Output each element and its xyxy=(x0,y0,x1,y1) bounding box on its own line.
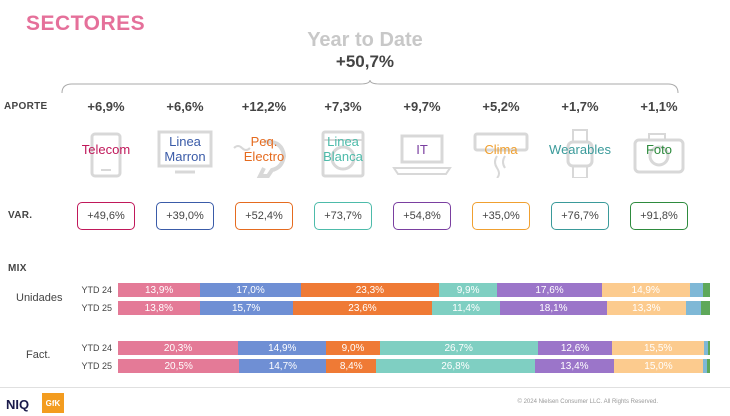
bar-segment-1: 17,0% xyxy=(200,283,301,297)
var-value-2: +52,4% xyxy=(235,202,293,230)
var-value-1: +39,0% xyxy=(156,202,214,230)
var-value-3: +73,7% xyxy=(314,202,372,230)
var-value-4: +54,8% xyxy=(393,202,451,230)
sector-label: Linea Blanca xyxy=(323,134,363,164)
tv-icon xyxy=(157,130,213,174)
stacked-bar-1-1: 20,5% 14,7% 8,4% 26,8% 13,4% 15,0% xyxy=(118,359,710,373)
row-label-0-0: YTD 24 xyxy=(81,285,112,295)
sector-label: Linea Marron xyxy=(164,134,206,164)
aporte-value-4: +9,7% xyxy=(403,99,441,114)
bar-segment-2: 23,6% xyxy=(292,301,433,315)
bar-segment-6 xyxy=(702,359,707,373)
aporte-value-7: +1,1% xyxy=(640,99,678,114)
page-title: SECTORES xyxy=(26,12,146,35)
sector-1: Linea Marron xyxy=(145,128,225,178)
mix-label: MIX xyxy=(8,263,27,274)
aporte-value-0: +6,9% xyxy=(87,99,125,114)
bar-segment-1: 14,9% xyxy=(238,341,327,355)
small-appliance-icon xyxy=(233,139,287,178)
sector-0: Telecom xyxy=(66,128,146,178)
aporte-value-1: +6,6% xyxy=(166,99,204,114)
sector-3: Linea Blanca xyxy=(303,128,383,178)
aporte-value-3: +7,3% xyxy=(324,99,362,114)
var-value-7: +91,8% xyxy=(630,202,688,230)
stacked-bar-0-1: 13,8% 15,7% 23,6% 11,4% 18,1% 13,3% xyxy=(118,301,710,315)
unidades-label: Unidades xyxy=(16,292,63,304)
washing-machine-icon xyxy=(321,130,365,178)
sector-label: Clima xyxy=(484,142,518,157)
stacked-bar-0-0: 13,9% 17,0% 23,3% 9,9% 17,6% 14,9% xyxy=(118,283,710,297)
sector-5: Clima xyxy=(461,128,541,178)
sector-label: Wearables xyxy=(549,142,611,157)
bar-segment-0: 13,8% xyxy=(118,301,200,315)
aporte-label: APORTE xyxy=(4,101,48,112)
bar-segment-0: 20,5% xyxy=(118,359,240,373)
bar-segment-3: 26,8% xyxy=(376,359,535,373)
row-label-1-1: YTD 25 xyxy=(81,361,112,371)
var-value-0: +49,6% xyxy=(77,202,135,230)
bar-segment-5: 14,9% xyxy=(601,283,690,297)
aporte-value-6: +1,7% xyxy=(561,99,599,114)
ytd-title: Year to Date xyxy=(307,29,423,51)
bar-segment-5: 13,3% xyxy=(606,301,686,315)
sector-7: Foto xyxy=(619,128,699,178)
bracket-divider xyxy=(61,80,679,94)
bar-segment-4: 17,6% xyxy=(497,283,602,297)
sector-label: IT xyxy=(416,142,428,157)
stacked-bar-1-0: 20,3% 14,9% 9,0% 26,7% 12,6% 15,5% xyxy=(118,341,710,355)
copyright-text: © 2024 Nielsen Consumer LLC. All Rights … xyxy=(517,399,659,405)
bar-segment-3: 26,7% xyxy=(379,341,538,355)
air-conditioner-icon xyxy=(473,132,529,178)
laptop-icon xyxy=(392,134,452,175)
bar-segment-7 xyxy=(701,301,710,315)
var-value-6: +76,7% xyxy=(551,202,609,230)
bar-segment-4: 18,1% xyxy=(499,301,607,315)
var-label: VAR. xyxy=(8,210,33,221)
bar-segment-4: 13,4% xyxy=(534,359,615,373)
bar-segment-6 xyxy=(689,283,703,297)
bar-segment-1: 14,7% xyxy=(239,359,327,373)
bar-segment-4: 12,6% xyxy=(537,341,613,355)
row-label-0-1: YTD 25 xyxy=(81,303,112,313)
smartwatch-icon xyxy=(566,129,594,178)
bar-segment-0: 13,9% xyxy=(118,283,201,297)
bar-segment-2: 23,3% xyxy=(300,283,439,297)
camera-icon xyxy=(633,133,685,174)
bar-segment-2: 9,0% xyxy=(326,341,380,355)
ytd-total-value: +50,7% xyxy=(335,52,395,71)
bar-segment-7 xyxy=(706,359,710,373)
bar-segment-7 xyxy=(707,341,710,355)
sector-6: Wearables xyxy=(540,128,620,178)
sector-label: Telecom xyxy=(81,142,131,157)
bar-segment-6 xyxy=(685,301,702,315)
bar-segment-0: 20,3% xyxy=(118,341,239,355)
sector-2: Peq. Electro xyxy=(224,128,304,178)
bar-segment-5: 15,5% xyxy=(612,341,705,355)
niq-logo: NIQ xyxy=(6,397,30,412)
sector-label: Foto xyxy=(645,142,672,157)
sector-label: Peq. Electro xyxy=(243,134,285,164)
footer-divider xyxy=(0,387,730,388)
bar-segment-6 xyxy=(704,341,708,355)
aporte-value-5: +5,2% xyxy=(482,99,520,114)
aporte-value-2: +12,2% xyxy=(241,99,287,114)
fact-label: Fact. xyxy=(26,349,51,361)
bar-segment-2: 8,4% xyxy=(326,359,377,373)
row-label-1-0: YTD 24 xyxy=(81,343,112,353)
sector-4: IT xyxy=(382,128,462,178)
phone-icon xyxy=(90,132,122,178)
bar-segment-3: 11,4% xyxy=(432,301,500,315)
gfk-logo: GfK xyxy=(42,393,64,413)
bar-segment-1: 15,7% xyxy=(199,301,293,315)
var-value-5: +35,0% xyxy=(472,202,530,230)
bar-segment-5: 15,0% xyxy=(614,359,703,373)
bar-segment-7 xyxy=(702,283,710,297)
bar-segment-3: 9,9% xyxy=(438,283,498,297)
